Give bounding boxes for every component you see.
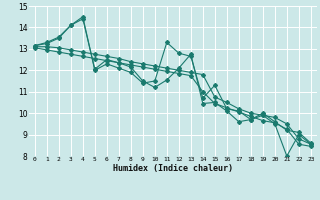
X-axis label: Humidex (Indice chaleur): Humidex (Indice chaleur)	[113, 164, 233, 173]
